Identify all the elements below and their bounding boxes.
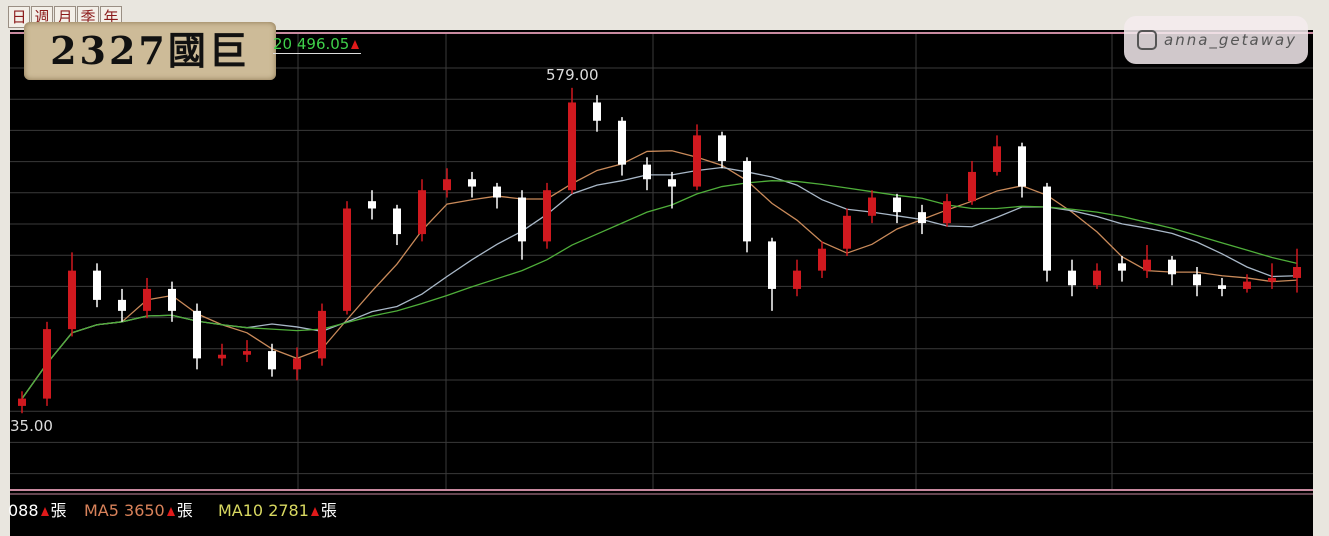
legend-text: 088 (8, 501, 39, 520)
candle-body (543, 190, 551, 242)
candle-body (843, 215, 851, 249)
candle-body (268, 351, 276, 370)
candle-body (243, 351, 251, 355)
candle-body (1218, 285, 1226, 289)
candle-body (893, 197, 901, 213)
candle-body (468, 179, 476, 187)
candle-body (43, 329, 51, 399)
candle-body (693, 135, 701, 187)
watermark: anna_getaway (1124, 16, 1308, 64)
legend-unit: 張 (320, 501, 337, 520)
candle-body (818, 248, 826, 271)
candle-body (218, 354, 226, 359)
candle-body (418, 190, 426, 235)
candle-body (1018, 146, 1026, 187)
legend-text: MA10 2781 (218, 501, 309, 520)
up-arrow (310, 507, 319, 516)
tab[interactable]: 日 (8, 6, 30, 28)
candle-body (18, 398, 26, 406)
candle-body (493, 186, 501, 198)
up-arrow (166, 507, 175, 516)
legend-item: 088 張 (8, 497, 67, 521)
legend-item: MA10 2781 張 (218, 497, 337, 521)
legend-item: MA5 3650 張 (84, 497, 193, 521)
candle-body (618, 120, 626, 165)
candle-body (193, 310, 201, 359)
candle-body (918, 212, 926, 224)
candle-body (368, 201, 376, 209)
candle-body (68, 270, 76, 330)
plot-bg (10, 30, 1313, 536)
candle-body (668, 179, 676, 187)
candle-body (293, 358, 301, 370)
candle-body (768, 241, 776, 289)
index-value: 20 496.05 (273, 35, 362, 54)
candle-body (718, 135, 726, 161)
candle-body (1168, 259, 1176, 275)
candle-body (793, 270, 801, 289)
low-label: 35.00 (10, 417, 53, 435)
legend-unit: 張 (50, 501, 67, 520)
up-arrow (40, 507, 49, 516)
candle-body (993, 146, 1001, 172)
legend-unit: 張 (176, 501, 193, 520)
candle-body (968, 171, 976, 202)
candle-body (643, 164, 651, 180)
candle-body (518, 197, 526, 242)
candle-body (118, 299, 126, 311)
candle-body (868, 197, 876, 216)
legend-text: MA5 3650 (84, 501, 165, 520)
candle-body (93, 270, 101, 300)
candle-body (1068, 270, 1076, 286)
candle-body (1093, 270, 1101, 286)
candle-body (1193, 274, 1201, 286)
candle-body (318, 310, 326, 359)
candle-body (743, 160, 751, 242)
candle-body (168, 288, 176, 311)
candle-body (568, 102, 576, 191)
high-label: 579.00 (546, 66, 599, 84)
ma-line (21, 150, 1298, 399)
candle-body (343, 208, 351, 311)
candle-body (593, 102, 601, 121)
candle-body (443, 179, 451, 191)
index-text: 20 496.05 (273, 35, 350, 53)
candle-body (1118, 263, 1126, 271)
candle-body (1293, 266, 1301, 278)
up-arrow (351, 40, 360, 49)
candle-body (393, 208, 401, 235)
candle-body (143, 288, 151, 311)
stock-banner: 2327國巨 (24, 22, 276, 80)
candle-body (943, 201, 951, 224)
candle-body (1243, 281, 1251, 289)
candle-body (1268, 277, 1276, 282)
candle-body (1043, 186, 1051, 271)
candle-body (1143, 259, 1151, 271)
ma-line (21, 180, 1298, 399)
